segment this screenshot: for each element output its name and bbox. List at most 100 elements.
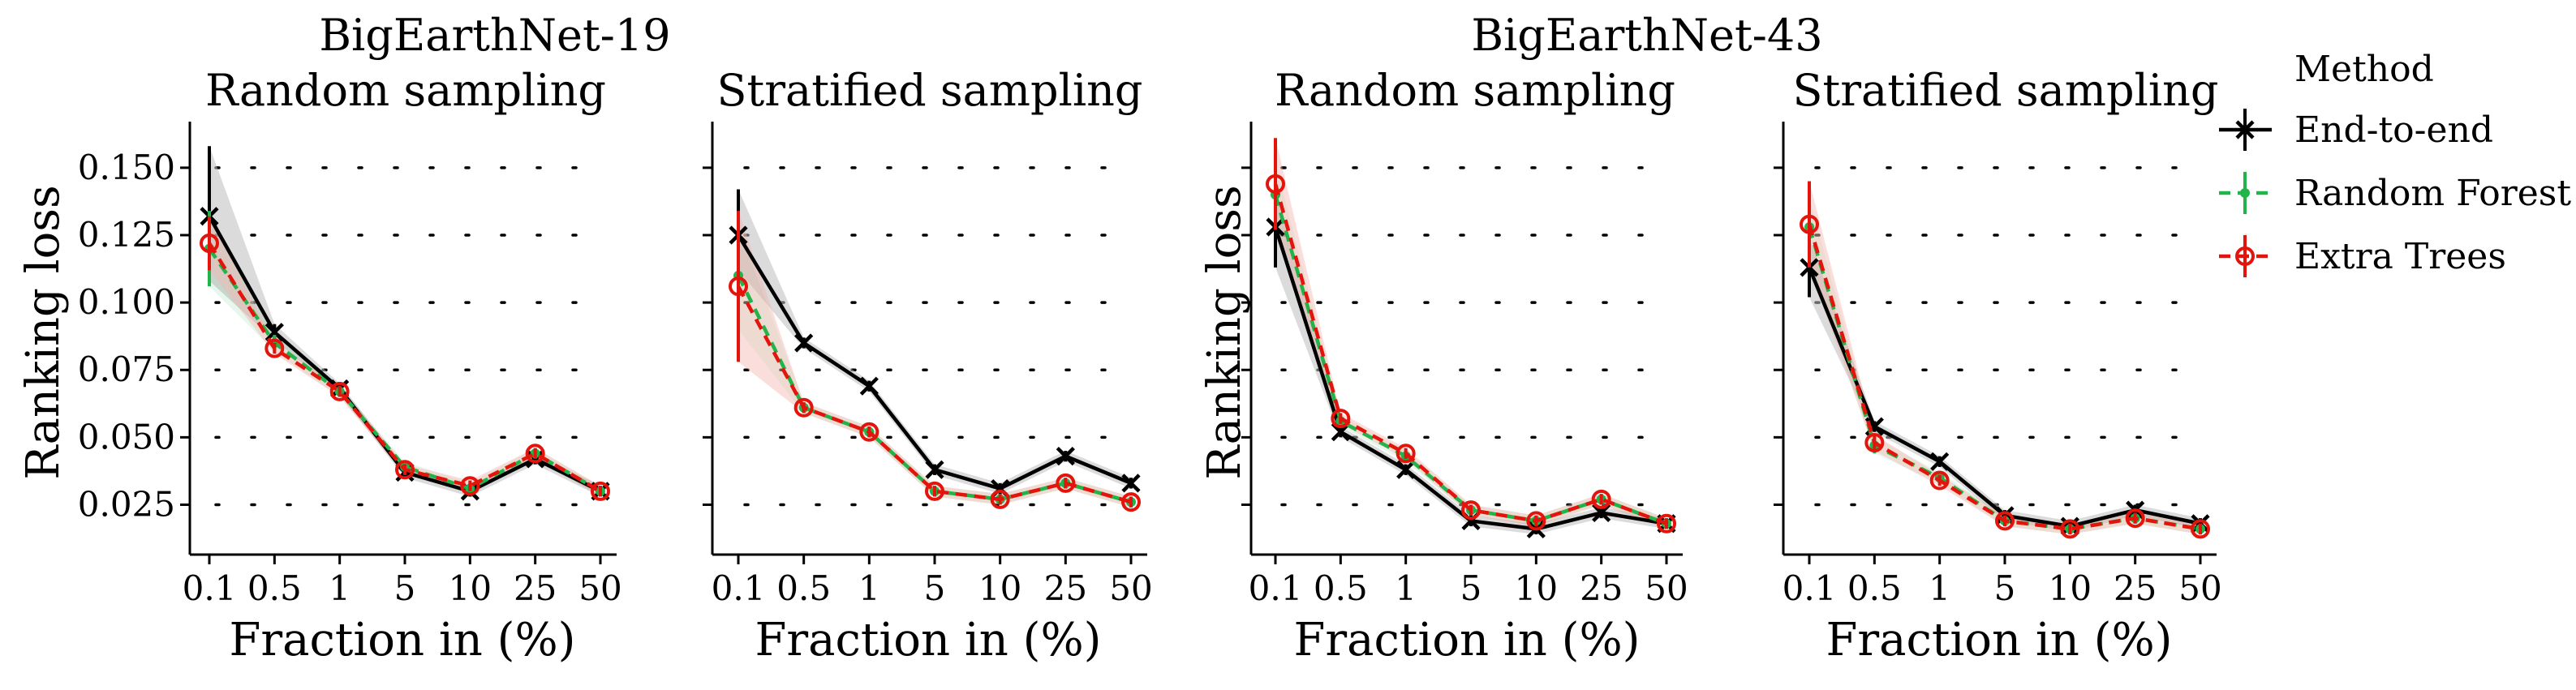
x-tick-label: 5	[1460, 568, 1482, 608]
data-point-extra-trees	[264, 338, 285, 358]
data-point-extra-trees	[525, 444, 545, 464]
x-tick-label: 0.1	[1249, 568, 1303, 608]
legend-label-1: End-to-end	[2294, 109, 2493, 151]
x-tick-label: 10	[978, 568, 1021, 608]
data-point-extra-trees	[329, 381, 350, 401]
series-line-end-to-end	[1807, 267, 2201, 529]
data-point-extra-trees	[1396, 444, 1416, 464]
data-point-end-to-end	[925, 460, 944, 479]
confidence-band-extra-trees	[1809, 181, 2200, 535]
legend-label-3: Extra Trees	[2294, 236, 2506, 277]
data-point-end-to-end	[2191, 514, 2210, 534]
series-line-random-forest	[1807, 226, 2201, 531]
y-tick-label: 0.125	[78, 215, 175, 255]
x-tick-label: 0.5	[247, 568, 302, 608]
data-point-extra-trees	[793, 397, 814, 418]
data-point-extra-trees	[1800, 214, 1819, 234]
data-point-end-to-end	[264, 323, 284, 342]
y-tick-label: 0.075	[78, 349, 175, 389]
x-tick-label: 25	[1580, 568, 1623, 608]
data-point-extra-trees	[2125, 508, 2145, 529]
confidence-band-random-forest	[1275, 162, 1666, 529]
data-point-end-to-end	[1056, 447, 1075, 466]
confidence-band-random-forest	[1809, 197, 2200, 535]
data-point-end-to-end	[1800, 258, 1819, 277]
x-tick-label: 0.5	[1847, 568, 1902, 608]
x-tick-label: 0.1	[1783, 568, 1837, 608]
y-axis-label-1: Ranking loss	[17, 185, 70, 480]
x-axis-label-1: Fraction in (%)	[229, 614, 575, 666]
data-point-extra-trees	[2060, 519, 2080, 539]
data-point-extra-trees	[460, 476, 480, 496]
x-tick-label: 50	[1645, 568, 1688, 608]
data-point-extra-trees	[1864, 433, 1885, 453]
x-tick-label: 0.5	[776, 568, 831, 608]
x-tick-label: 25	[514, 568, 557, 608]
x-tick-label: 25	[2114, 568, 2157, 608]
x-tick-label: 25	[1044, 568, 1087, 608]
data-point-extra-trees	[1591, 489, 1611, 509]
panel-bigearthnet43-stratified: 0.1 0.5 1 5 10 25 50	[1774, 122, 2222, 608]
legend: Method End-to-end Random Forest Extra Tree…	[2219, 49, 2571, 277]
x-tick-label: 50	[1109, 568, 1152, 608]
data-point-extra-trees	[1056, 473, 1076, 493]
x-tick-label: 0.1	[712, 568, 766, 608]
data-point-end-to-end	[1930, 452, 1950, 471]
x-tick-label: 50	[2178, 568, 2221, 608]
x-tick-label: 1	[1929, 568, 1950, 608]
confidence-band-end-to-end	[1275, 189, 1666, 535]
data-point-extra-trees	[729, 276, 748, 297]
data-point-extra-trees	[1526, 511, 1546, 531]
x-tick-label: 1	[329, 568, 350, 608]
confidence-band-end-to-end	[738, 189, 1131, 495]
x-tick-label: 10	[449, 568, 492, 608]
data-point-extra-trees	[395, 460, 415, 480]
y-tick-label: 0.050	[78, 417, 175, 456]
data-point-extra-trees	[859, 422, 879, 442]
y-tick-label: 0.150	[78, 148, 175, 187]
data-point-end-to-end	[859, 376, 879, 396]
data-point-end-to-end	[1396, 460, 1416, 479]
data-point-extra-trees	[2191, 519, 2210, 539]
data-point-extra-trees	[1995, 511, 2015, 531]
y-tick-label: 0.100	[78, 282, 175, 322]
series-line-end-to-end	[1273, 226, 1667, 531]
panel-bigearthnet19-stratified: 0.1 0.5 1 5 10 25 50	[703, 122, 1153, 608]
group-title-bigearthnet-43: BigEarthNet-43	[1471, 10, 1822, 61]
x-tick-label: 0.5	[1314, 568, 1368, 608]
data-point-extra-trees	[591, 481, 610, 501]
data-point-extra-trees	[200, 233, 219, 253]
data-point-end-to-end	[794, 333, 814, 353]
data-point-extra-trees	[1929, 470, 1950, 491]
y-tick-label: 0.025	[78, 484, 175, 524]
data-point-extra-trees	[1266, 174, 1285, 194]
x-tick-label: 10	[1515, 568, 1558, 608]
confidence-band-end-to-end	[1809, 238, 2200, 532]
legend-marker-2	[2240, 188, 2250, 198]
legend-title: Method	[2294, 49, 2434, 90]
data-point-end-to-end	[1121, 474, 1141, 493]
series-line-random-forest	[1273, 194, 1667, 525]
legend-items: End-to-end Random Forest Extra Trees	[2219, 109, 2571, 277]
x-axis-label-2: Fraction in (%)	[755, 614, 1101, 666]
legend-marker-1	[2235, 120, 2255, 139]
data-point-extra-trees	[990, 489, 1010, 509]
data-point-extra-trees	[1331, 409, 1351, 429]
x-tick-label: 50	[578, 568, 621, 608]
legend-label-2: Random Forest	[2294, 173, 2571, 214]
group-title-bigearthnet-19: BigEarthNet-19	[319, 10, 670, 61]
panel-title-3: Random sampling	[1275, 65, 1675, 116]
data-point-extra-trees	[1121, 492, 1141, 512]
panel-title-1: Random sampling	[205, 65, 606, 116]
x-tick-label: 1	[1395, 568, 1417, 608]
x-tick-label: 5	[1994, 568, 2016, 608]
data-point-extra-trees	[925, 481, 944, 501]
x-axis-label-4: Fraction in (%)	[1826, 614, 2172, 666]
confidence-band-extra-trees	[1275, 138, 1666, 529]
data-point-extra-trees	[1461, 500, 1481, 521]
x-tick-label: 5	[394, 568, 416, 608]
x-tick-label: 1	[858, 568, 880, 608]
x-tick-label: 0.1	[183, 568, 237, 608]
data-point-extra-trees	[1657, 513, 1676, 534]
